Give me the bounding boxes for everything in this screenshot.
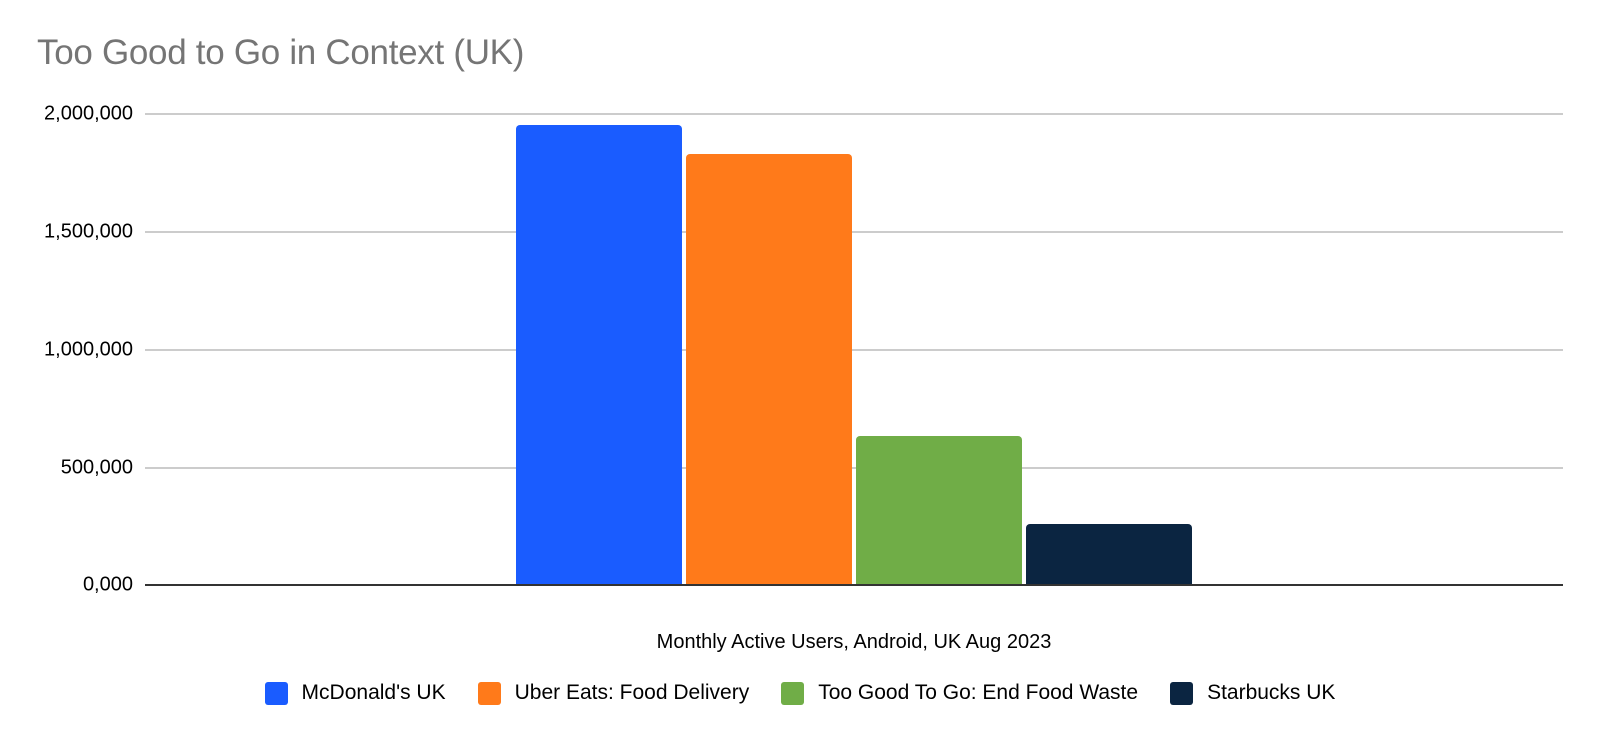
- legend-label: Too Good To Go: End Food Waste: [818, 681, 1139, 704]
- y-tick-label: 1,000,000: [44, 338, 133, 361]
- x-axis-baseline: 0,000: [83, 574, 1563, 596]
- legend-swatch-icon: [1170, 681, 1194, 705]
- gridline-1500000: 1,500,000: [44, 221, 1563, 243]
- bar-uber-eats[interactable]: [686, 154, 852, 585]
- legend-swatch-icon: [264, 681, 288, 705]
- gridline-2000000: 2,000,000: [44, 103, 1563, 125]
- gridline-1000000: 1,000,000: [44, 339, 1563, 361]
- legend-item-starbucks-uk[interactable]: Starbucks UK: [1170, 681, 1335, 705]
- legend-item-mcdonalds-uk[interactable]: McDonald's UK: [264, 681, 446, 705]
- bar-starbucks-uk[interactable]: [1026, 524, 1192, 585]
- y-tick-label: 2,000,000: [44, 102, 133, 125]
- legend-label: McDonald's UK: [301, 681, 446, 704]
- gridline-500000: 500,000: [61, 457, 1563, 479]
- x-axis-label: Monthly Active Users, Android, UK Aug 20…: [656, 631, 1052, 653]
- y-tick-label: 0,000: [82, 573, 133, 596]
- chart-title: Too Good to Go in Context (UK): [37, 33, 525, 72]
- bar-mcdonalds-uk[interactable]: [516, 125, 682, 585]
- legend-swatch-icon: [477, 681, 501, 705]
- y-tick-label: 1,500,000: [44, 220, 133, 243]
- legend-item-too-good-to-go[interactable]: Too Good To Go: End Food Waste: [781, 681, 1138, 705]
- legend-item-uber-eats[interactable]: Uber Eats: Food Delivery: [477, 681, 750, 705]
- bar-too-good-to-go[interactable]: [856, 436, 1022, 585]
- legend: McDonald's UK Uber Eats: Food Delivery T…: [0, 681, 1600, 705]
- y-tick-label: 500,000: [60, 456, 133, 479]
- legend-swatch-icon: [781, 681, 805, 705]
- legend-label: Starbucks UK: [1207, 681, 1336, 704]
- plot-area: 2,000,000 1,500,000 1,000,000 500,000 0,…: [44, 103, 1563, 596]
- legend-label: Uber Eats: Food Delivery: [514, 681, 750, 704]
